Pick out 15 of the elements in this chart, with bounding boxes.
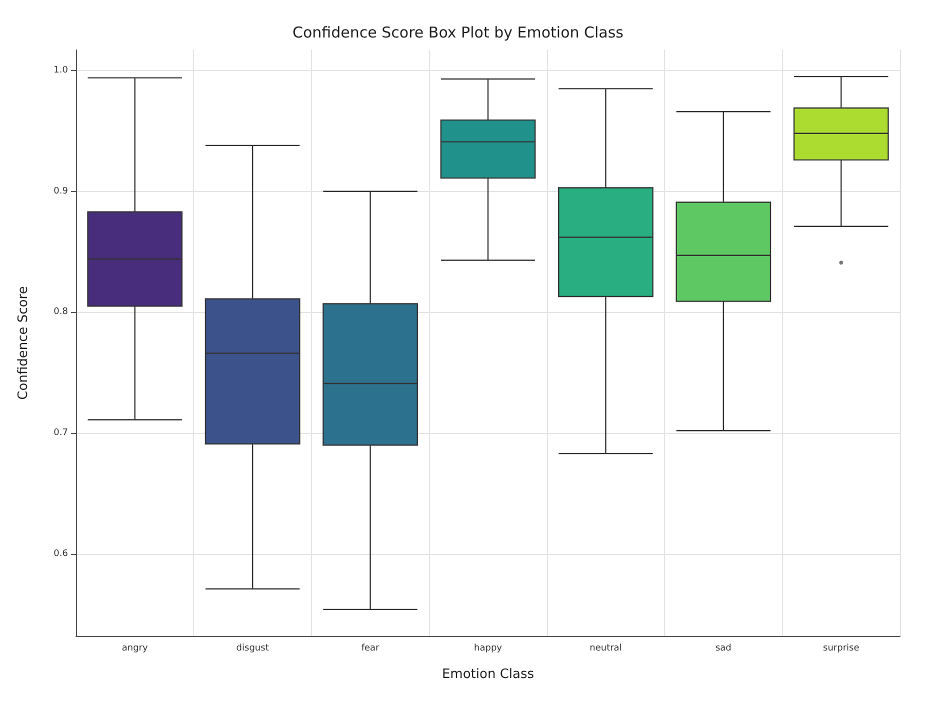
x-tick-label: fear (361, 644, 380, 654)
chart-title: Confidence Score Box Plot by Emotion Class (292, 24, 624, 42)
x-tick-label: disgust (236, 644, 270, 654)
x-tick-label: sad (715, 644, 732, 654)
x-tick-label: happy (474, 644, 503, 654)
y-axis-title: Confidence Score (16, 286, 31, 400)
y-tick-label: 0.8 (54, 307, 68, 318)
x-tick-label: angry (122, 644, 149, 654)
x-axis-title: Emotion Class (442, 667, 534, 682)
y-tick-label: 1.0 (54, 66, 68, 76)
y-tick-label: 0.7 (54, 428, 68, 438)
x-tick-label: surprise (823, 644, 860, 654)
y-tick-label: 0.9 (54, 186, 68, 196)
x-tick-label: neutral (590, 644, 622, 654)
y-tick-label: 0.6 (54, 548, 68, 559)
